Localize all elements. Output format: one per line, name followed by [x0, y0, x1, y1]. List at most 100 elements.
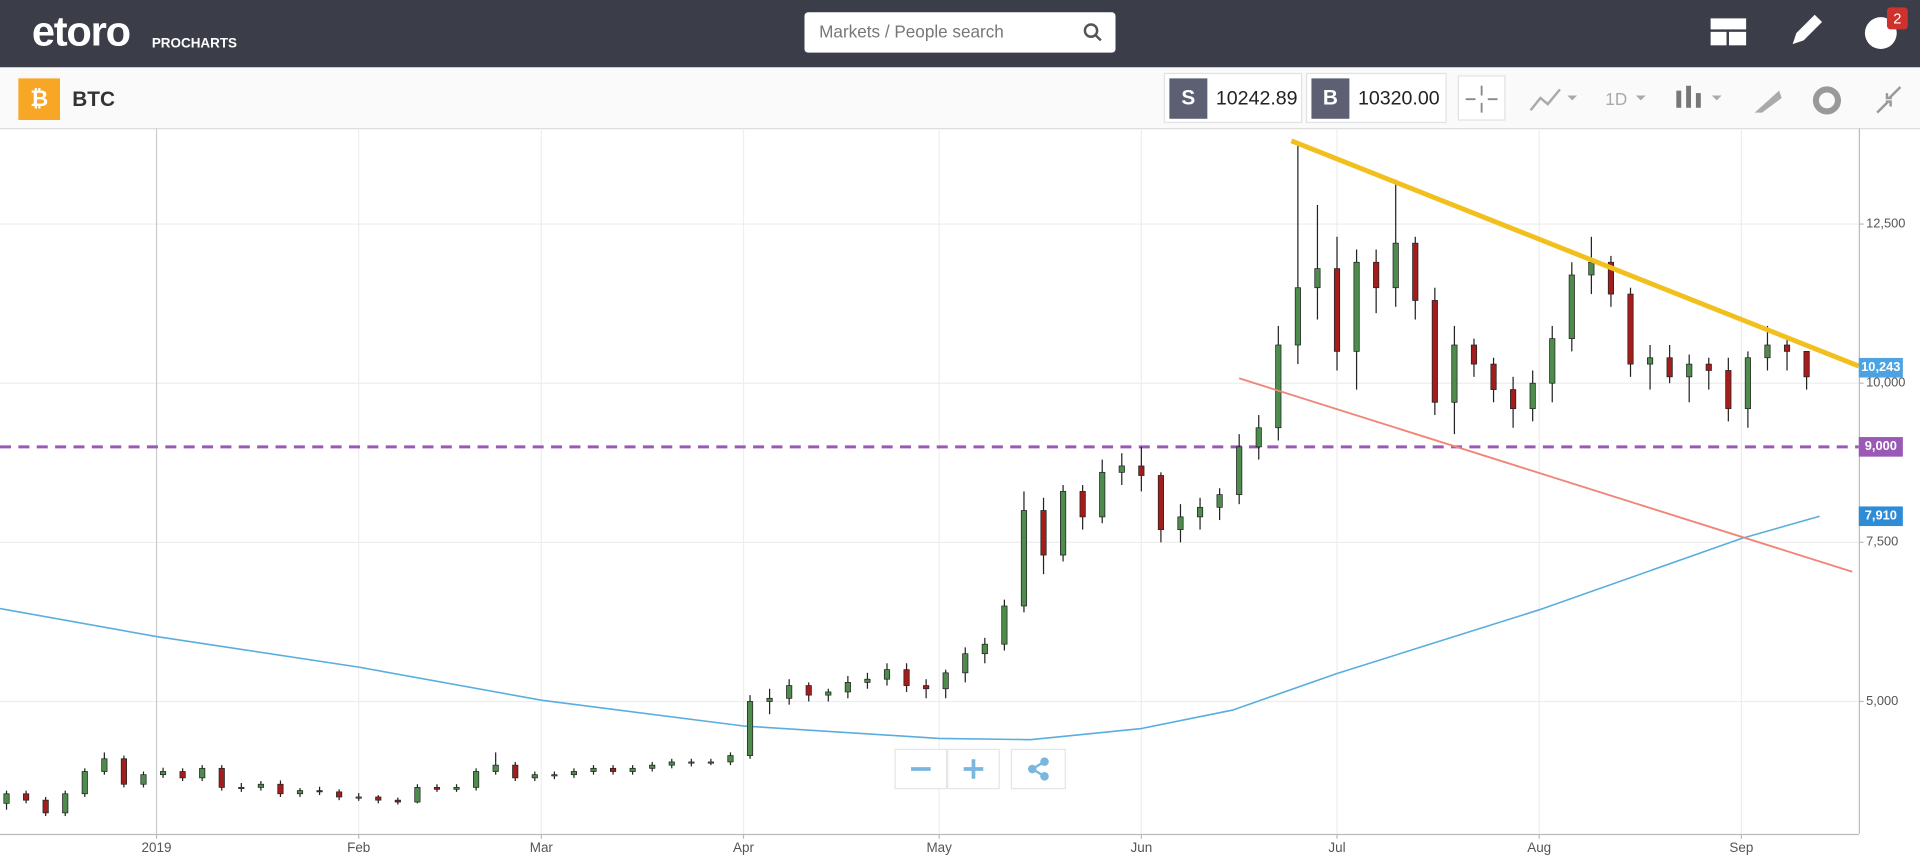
logo[interactable]: etoro — [32, 7, 131, 54]
btc-glyph: ₿ — [30, 86, 48, 111]
x-tick-label: Apr — [733, 840, 754, 855]
candle-body — [1040, 510, 1047, 556]
candle-body — [1353, 261, 1360, 352]
candle-body — [1568, 274, 1575, 340]
search-icon[interactable] — [1083, 23, 1102, 42]
candle-body — [414, 787, 421, 803]
candle-body — [296, 790, 304, 795]
candle-body — [394, 799, 401, 803]
candle-body — [1118, 465, 1125, 473]
candle-body — [727, 755, 734, 763]
candle-body — [1196, 506, 1204, 518]
trendline — [1290, 138, 1860, 369]
x-tick-label: Mar — [530, 840, 554, 855]
candle-body — [257, 783, 264, 788]
candle-body — [1412, 242, 1419, 301]
moving-average-badge — [1858, 506, 1903, 527]
draw-tool-button[interactable] — [1754, 90, 1782, 113]
candle-body — [1510, 389, 1517, 410]
candle-body — [42, 799, 49, 814]
search-placeholder: Markets / People search — [819, 22, 1004, 42]
candle-body — [453, 787, 460, 790]
candle-body — [825, 691, 832, 696]
x-tick-label: Jul — [1328, 840, 1345, 855]
candle-body — [1314, 268, 1321, 289]
buy-label: B — [1323, 87, 1338, 110]
candle-body — [1177, 516, 1184, 530]
timeframe[interactable]: 1D — [1605, 89, 1627, 109]
candle-body — [883, 669, 891, 680]
candle-body — [101, 758, 108, 772]
candle-body — [1490, 363, 1497, 390]
candle-body — [23, 793, 30, 801]
candle-body — [1060, 491, 1067, 556]
candle-body — [3, 793, 10, 804]
candle-body — [844, 682, 851, 693]
candle-body — [159, 771, 167, 776]
candle-body — [668, 761, 675, 766]
candle-body — [62, 793, 69, 814]
candle-body — [316, 790, 323, 793]
candle-body — [903, 669, 910, 686]
candle-body — [1588, 261, 1595, 276]
btc-icon — [18, 78, 60, 121]
candle-body — [238, 787, 245, 790]
candle-body — [1099, 471, 1106, 518]
candle-body — [492, 764, 499, 772]
x-tick-label: May — [926, 840, 952, 855]
candle-body — [1783, 344, 1791, 352]
notification-badge[interactable] — [1886, 7, 1908, 30]
candle-body — [1001, 605, 1008, 645]
sell-label: S — [1181, 87, 1195, 110]
x-tick-label: Aug — [1527, 840, 1551, 855]
candle-body — [962, 653, 969, 674]
candle-body — [199, 767, 206, 779]
candle-body — [805, 685, 812, 696]
candle-body — [629, 767, 636, 772]
candle-body — [375, 796, 382, 801]
last-price-badge-label: 10,243 — [1861, 359, 1900, 374]
layout-icon[interactable] — [1710, 18, 1747, 46]
candle-body — [1627, 293, 1634, 365]
candle-body — [746, 701, 754, 756]
last-price-badge — [1858, 357, 1903, 378]
candle-body — [1157, 475, 1164, 530]
notification-count: 2 — [1893, 11, 1901, 27]
indicators-button[interactable] — [1529, 88, 1578, 111]
candle-body — [277, 783, 284, 795]
search-box[interactable] — [804, 12, 1116, 53]
instrument-bar — [0, 67, 1920, 129]
sell-price: 10242.89 — [1216, 87, 1298, 109]
candle-body — [1803, 351, 1810, 378]
zoom-controls — [894, 748, 1066, 790]
logo-subtitle: PROCHARTS — [152, 36, 237, 51]
candle-body — [1373, 261, 1380, 289]
candle-body — [1744, 357, 1751, 410]
y-tick-label: 7,500 — [1866, 534, 1898, 549]
candle-body — [981, 643, 988, 655]
y-tick-label: 12,500 — [1866, 215, 1905, 230]
crosshair-button[interactable] — [1457, 75, 1506, 121]
candle-body — [1705, 363, 1712, 371]
candle-body — [1666, 357, 1673, 378]
candle-body — [1607, 261, 1615, 295]
candle-body — [786, 685, 793, 699]
candle-body — [531, 774, 538, 779]
candle-body — [1725, 370, 1732, 410]
level-badge — [1858, 437, 1903, 457]
chart-type-button[interactable] — [1676, 85, 1722, 108]
candle-body — [1294, 287, 1301, 346]
candle-body — [649, 764, 656, 769]
share-button[interactable] — [1010, 748, 1066, 790]
candle-body — [551, 774, 558, 777]
candle-body — [512, 764, 519, 779]
edit-icon[interactable] — [1792, 14, 1823, 45]
settings-button[interactable] — [1812, 86, 1842, 115]
candle-body — [218, 767, 225, 788]
collapse-button[interactable] — [1876, 86, 1902, 114]
share-icon — [1027, 757, 1049, 781]
buy-tag — [1311, 78, 1350, 119]
candle-body — [179, 771, 186, 779]
candle-body — [1020, 510, 1028, 607]
